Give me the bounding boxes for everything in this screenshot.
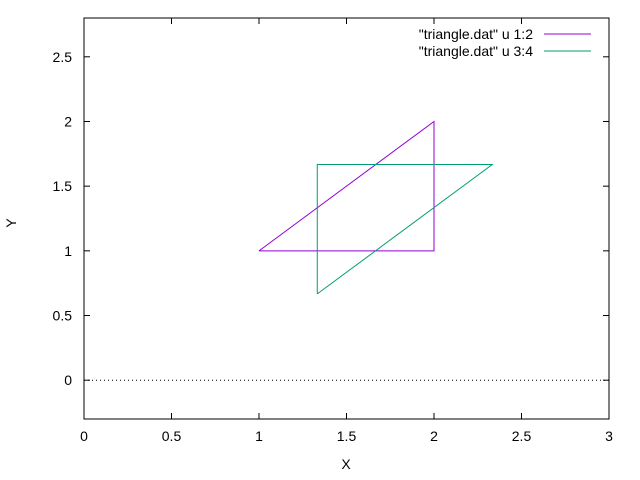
- plot-frame: [83, 17, 610, 420]
- y-tick-label: 2: [64, 113, 72, 129]
- axis-ticks-group: 0 0.5 1 1.5 2 2.5 3 0 0.5 1 1.5 2 2.5: [53, 18, 613, 444]
- series-line: [258, 120, 435, 252]
- x-tick-label: 0: [80, 428, 88, 444]
- x-tick-label: 2: [430, 428, 438, 444]
- series-group: [258, 120, 494, 295]
- legend-label: "triangle.dat" u 3:4: [419, 43, 533, 59]
- x-tick-label: 3: [605, 428, 613, 444]
- y-tick-label: 0.5: [53, 308, 73, 324]
- y-tick-label: 0: [64, 372, 72, 388]
- series-line: [316, 164, 494, 295]
- y-axis-label: Y: [3, 218, 19, 228]
- y-tick-label: 1.5: [53, 178, 73, 194]
- legend-label: "triangle.dat" u 1:2: [419, 26, 533, 42]
- x-tick-label: 1.5: [337, 428, 357, 444]
- x-tick-label: 1: [255, 428, 263, 444]
- legend: "triangle.dat" u 1:2"triangle.dat" u 3:4: [419, 26, 591, 59]
- x-axis-label: X: [341, 456, 351, 472]
- x-tick-label: 0.5: [162, 428, 182, 444]
- y-tick-label: 1: [64, 243, 72, 259]
- x-tick-label: 2.5: [512, 428, 532, 444]
- y-tick-label: 2.5: [53, 49, 73, 65]
